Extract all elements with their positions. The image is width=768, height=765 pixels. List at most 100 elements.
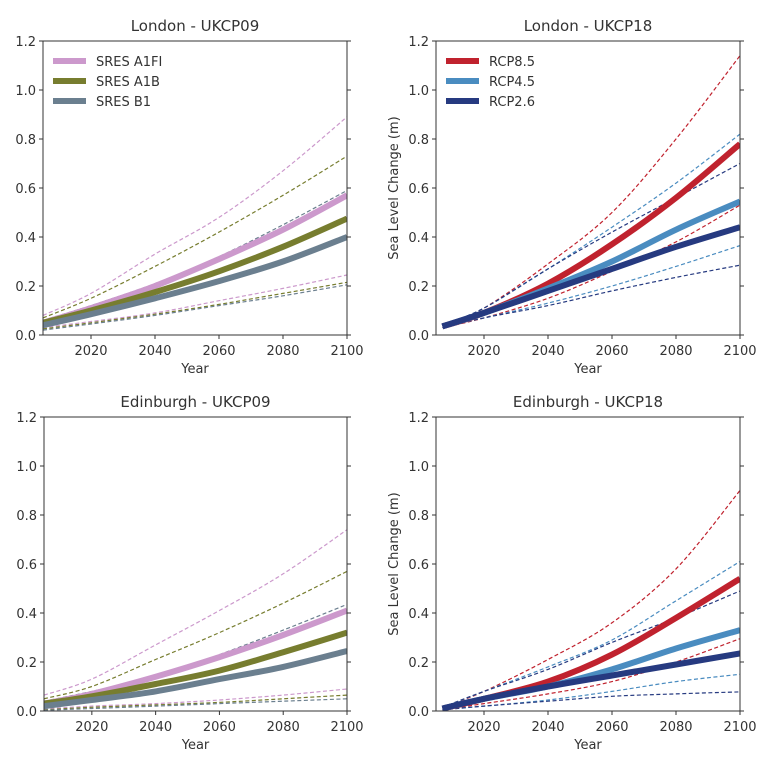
legend-label: SRES A1FI [96, 55, 162, 70]
x-tick-label: 2040 [139, 720, 172, 735]
y-tick-label: 0.2 [408, 656, 429, 671]
legend: SRES A1FI SRES A1B SRES B1 [53, 55, 162, 110]
y-tick-label: 0.2 [15, 280, 36, 295]
legend-label: RCP8.5 [489, 55, 535, 70]
subplot-0: 0.0 0.2 0.4 0.6 0.8 1.0 1.2 2020 2040 2060 2080 210… [15, 17, 363, 377]
series-0-lower-line [442, 638, 740, 711]
series-2-central-line [44, 648, 347, 710]
x-axis-label: Year [181, 738, 210, 753]
chart-title: London - UKCP18 [524, 17, 653, 35]
x-tick-label: 2080 [659, 344, 692, 359]
y-tick-label: 1.2 [16, 411, 37, 426]
x-tick-label: 2040 [531, 720, 564, 735]
x-tick-label: 2040 [531, 344, 564, 359]
y-tick-label: 0.2 [16, 656, 37, 671]
legend-label: RCP4.5 [489, 75, 535, 90]
x-tick-label: 2040 [138, 344, 171, 359]
x-axis-label: Year [573, 362, 602, 377]
legend-label: SRES B1 [96, 95, 151, 110]
x-tick-label: 2080 [266, 344, 299, 359]
plot-area [43, 116, 347, 331]
legend: RCP8.5 RCP4.5 RCP2.6 [446, 55, 535, 110]
series-0-upper-line [43, 116, 347, 316]
series-1-lower-line [43, 281, 347, 330]
series-1-upper-line [43, 155, 347, 319]
series-2-central-line [441, 224, 740, 330]
y-tick-label: 0.8 [16, 509, 37, 524]
series-1-central-line [441, 198, 740, 330]
series-0-central-line [44, 607, 347, 707]
y-tick-label: 1.2 [408, 411, 429, 426]
y-tick-label: 1.0 [408, 460, 429, 475]
y-axis-label: Sea Level Change (m) [387, 116, 402, 260]
series-2-lower-line [442, 691, 740, 711]
series-1-upper-line [442, 133, 740, 326]
y-tick-label: 0.6 [16, 558, 37, 573]
x-tick-label: 2060 [203, 720, 236, 735]
x-axis-label: Year [180, 362, 209, 377]
y-tick-label: 1.0 [16, 460, 37, 475]
legend-label: SRES A1B [96, 75, 160, 90]
x-tick-label: 2100 [330, 720, 363, 735]
chart-title: Edinburgh - UKCP09 [120, 393, 270, 411]
x-tick-label: 2100 [723, 344, 756, 359]
chart-title: London - UKCP09 [131, 17, 260, 35]
series-0-upper-line [44, 529, 347, 696]
chart-title: Edinburgh - UKCP18 [513, 393, 663, 411]
y-tick-label: 0.6 [15, 182, 36, 197]
x-tick-label: 2020 [74, 344, 107, 359]
y-tick-label: 0.6 [408, 182, 429, 197]
series-2-upper-line [442, 162, 740, 326]
subplot-1: 0.0 0.2 0.4 0.6 0.8 1.0 1.2 2020 2040 2060 2080 210… [387, 17, 757, 377]
series-0-lower-line [43, 274, 347, 329]
subplot-3: 0.0 0.2 0.4 0.6 0.8 1.0 1.2 2020 2040 2060 2080 210… [387, 393, 757, 753]
plot-area [441, 55, 740, 330]
x-tick-label: 2020 [467, 344, 500, 359]
series-2-lower-line [442, 264, 740, 329]
y-tick-label: 0.4 [16, 607, 37, 622]
x-tick-label: 2060 [595, 720, 628, 735]
series-0-central-line [441, 141, 740, 330]
x-tick-label: 2020 [467, 720, 500, 735]
series-2-central-line [441, 650, 740, 711]
series-2-lower-line [43, 284, 347, 331]
x-tick-label: 2100 [330, 344, 363, 359]
series-1-central-line [44, 629, 347, 707]
y-tick-label: 0.4 [408, 607, 429, 622]
x-tick-label: 2020 [75, 720, 108, 735]
y-axis-label: Sea Level Change (m) [387, 492, 402, 636]
series-0-upper-line [442, 55, 740, 326]
y-tick-label: 1.2 [408, 35, 429, 50]
x-axis-label: Year [573, 738, 602, 753]
y-tick-label: 0.0 [16, 705, 37, 720]
y-tick-label: 0.6 [408, 558, 429, 573]
x-tick-label: 2060 [595, 344, 628, 359]
y-tick-label: 0.4 [15, 231, 36, 246]
y-tick-label: 1.0 [408, 84, 429, 99]
y-tick-label: 0.2 [408, 280, 429, 295]
series-1-upper-line [442, 560, 740, 708]
series-2-central-line [43, 234, 347, 329]
series-2-upper-line [442, 590, 740, 708]
y-tick-label: 1.2 [15, 35, 36, 50]
series-2-lower-line [44, 698, 347, 711]
x-tick-label: 2060 [202, 344, 235, 359]
y-tick-label: 0.8 [408, 509, 429, 524]
series-1-upper-line [44, 570, 347, 700]
axes-frame [42, 40, 348, 336]
series-1-central-line [43, 215, 347, 326]
y-tick-label: 0.8 [15, 133, 36, 148]
legend-label: RCP2.6 [489, 95, 535, 110]
subplot-2: 0.0 0.2 0.4 0.6 0.8 1.0 1.2 2020 2040 2060 2080 210… [16, 393, 363, 753]
y-tick-label: 0.0 [15, 329, 36, 344]
y-tick-label: 0.0 [408, 329, 429, 344]
y-tick-label: 0.4 [408, 231, 429, 246]
x-tick-label: 2080 [659, 720, 692, 735]
plot-area [44, 529, 347, 711]
x-tick-label: 2080 [267, 720, 300, 735]
x-tick-label: 2100 [723, 720, 756, 735]
y-tick-label: 0.0 [408, 705, 429, 720]
y-tick-label: 0.8 [408, 133, 429, 148]
plot-area [441, 490, 740, 711]
